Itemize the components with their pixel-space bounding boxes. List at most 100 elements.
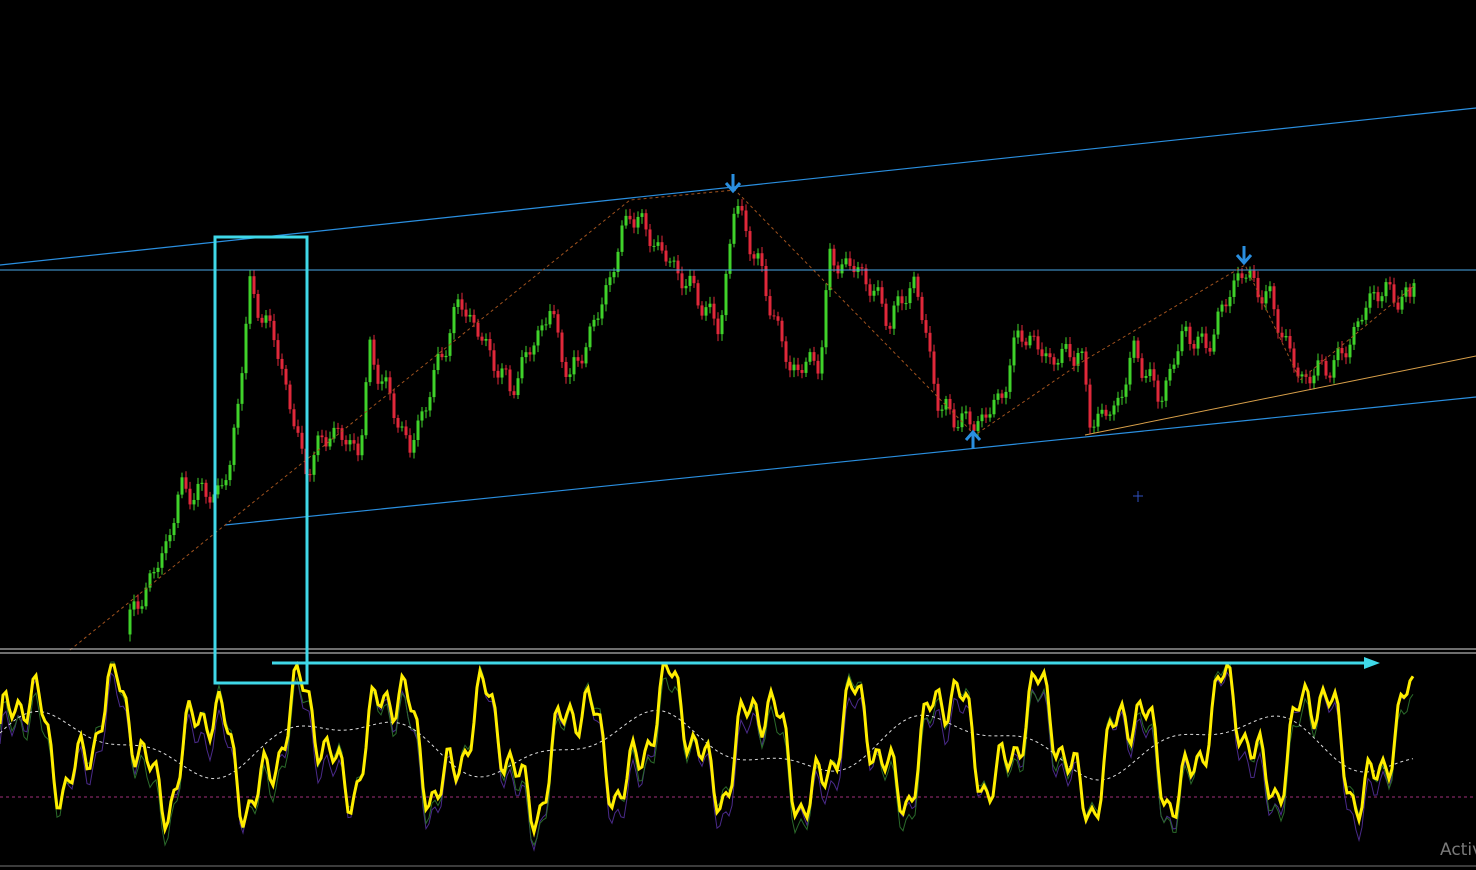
candle-body (512, 391, 516, 396)
candle-body (440, 353, 444, 358)
candle-body (1236, 273, 1240, 281)
candle-body (780, 320, 784, 342)
candle-body (340, 428, 344, 440)
candle-body (280, 358, 284, 369)
candle-body (1388, 282, 1392, 285)
candle-body (1128, 357, 1132, 385)
candle-body (852, 265, 856, 273)
candle-body (1208, 348, 1212, 352)
candle-body (424, 410, 428, 412)
candle-body (1300, 374, 1304, 377)
candle-body (1308, 376, 1312, 384)
candle-body (896, 296, 900, 306)
candle-body (960, 413, 964, 428)
candle-body (1076, 352, 1080, 366)
candle-body (500, 368, 504, 378)
candle-body (632, 219, 636, 228)
trend-line (1084, 355, 1476, 436)
arrow-down (1235, 246, 1253, 266)
candle-body (228, 464, 232, 481)
candle-body (264, 315, 268, 323)
candle-body (1168, 368, 1172, 381)
candle-body (376, 364, 380, 384)
candle-body (412, 440, 416, 453)
candle-body (992, 399, 996, 415)
candle-body (708, 303, 712, 308)
candle-body (740, 206, 744, 211)
candle-body (400, 426, 404, 428)
candle-body (784, 341, 788, 362)
candle-body (936, 383, 940, 411)
candle-body (1240, 273, 1244, 278)
candle-body (224, 480, 228, 486)
candle-body (944, 398, 948, 410)
candle-body (1220, 304, 1224, 312)
candle-body (144, 587, 148, 607)
candle-body (1160, 400, 1164, 402)
candle-body (248, 276, 252, 324)
candle-body (536, 330, 540, 346)
candle-body (300, 432, 304, 449)
candle-body (608, 277, 612, 286)
candle-body (1252, 270, 1256, 278)
candle-body (288, 384, 292, 410)
candle-body (1084, 351, 1088, 385)
candle-body (1136, 340, 1140, 359)
candle-body (472, 314, 476, 323)
candle-body (1072, 357, 1076, 366)
candle-body (348, 440, 352, 445)
candle-body (716, 318, 720, 335)
candle-body (988, 414, 992, 418)
candle-body (1248, 270, 1252, 278)
candle-body (560, 332, 564, 362)
candle-body (244, 323, 248, 374)
candle-body (892, 305, 896, 329)
candle-body (996, 393, 1000, 400)
candle-body (484, 339, 488, 341)
candle-body (352, 440, 356, 444)
candle-body (1100, 409, 1104, 414)
candle-body (316, 435, 320, 456)
candle-body (956, 427, 960, 429)
candle-body (748, 231, 752, 255)
candle-body (188, 488, 192, 505)
candle-body (952, 409, 956, 428)
candle-body (464, 309, 468, 317)
candle-body (360, 435, 364, 456)
candle-body (916, 276, 920, 297)
candle-body (420, 411, 424, 421)
candle-body (1176, 351, 1180, 365)
candle-body (612, 272, 616, 278)
candle-body (268, 315, 272, 321)
oscillator-line (0, 660, 1415, 838)
candle-body (1288, 336, 1292, 349)
candle-body (1272, 286, 1276, 310)
candle-body (1408, 287, 1412, 297)
candle-body (704, 307, 708, 316)
candle-body (868, 284, 872, 296)
candle-body (1120, 396, 1124, 398)
candle-body (256, 293, 260, 318)
candle-body (492, 350, 496, 371)
candle-body (564, 361, 568, 377)
candle-body (136, 601, 140, 609)
candle-body (1004, 391, 1008, 398)
candle-body (1152, 369, 1156, 381)
candle-body (1140, 358, 1144, 378)
candle-body (296, 426, 300, 433)
candle-body (1396, 302, 1400, 310)
candle-body (152, 571, 156, 574)
candle-body (508, 369, 512, 392)
candle-body (388, 377, 392, 394)
candle-body (1280, 332, 1284, 338)
candle-body (548, 311, 552, 325)
candle-body (1132, 340, 1136, 358)
candle-body (168, 535, 172, 542)
candle-body (1080, 351, 1084, 353)
candle-body (876, 287, 880, 291)
candle-body (204, 482, 208, 497)
candle-body (712, 303, 716, 319)
candle-body (792, 364, 796, 371)
candle-body (1112, 405, 1116, 415)
candle-body (196, 483, 200, 500)
